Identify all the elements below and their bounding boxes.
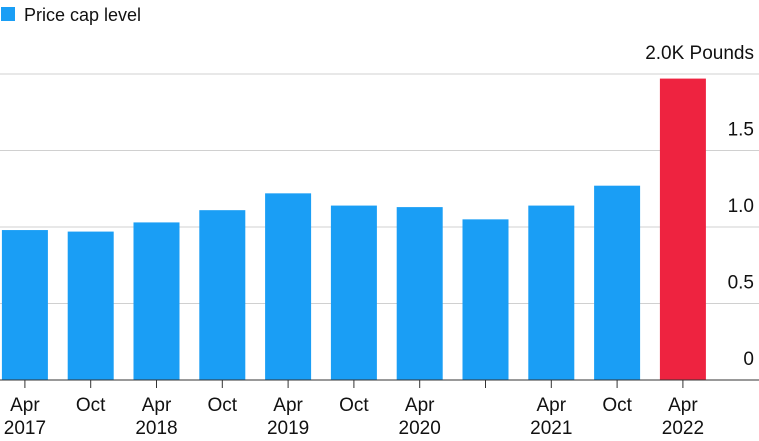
bar bbox=[1, 230, 48, 380]
x-tick-label: Apr 2017 bbox=[3, 395, 47, 439]
bar bbox=[265, 193, 312, 380]
y-tick-label: 1.0 bbox=[728, 196, 754, 217]
x-tick-label: Apr 2019 bbox=[266, 395, 310, 439]
bar bbox=[199, 210, 246, 380]
bar bbox=[594, 185, 641, 380]
x-tick-label: Oct bbox=[75, 395, 106, 416]
y-tick-label: 2.0K Pounds bbox=[645, 43, 754, 64]
legend-label: Price cap level bbox=[24, 5, 141, 25]
x-tick-label: Oct bbox=[602, 395, 632, 416]
y-tick-label: 0.5 bbox=[728, 273, 754, 294]
legend-swatch bbox=[1, 7, 15, 21]
bar bbox=[330, 205, 377, 380]
y-tick-label: 1.5 bbox=[728, 120, 754, 141]
bar bbox=[133, 222, 180, 380]
bar bbox=[528, 205, 575, 380]
bar bbox=[659, 78, 706, 380]
x-tick-label: Oct bbox=[339, 395, 369, 416]
x-tick-label: Apr 2021 bbox=[530, 395, 573, 439]
y-tick-label: 0 bbox=[743, 349, 754, 370]
bar bbox=[462, 219, 509, 380]
x-tick-label: Apr 2018 bbox=[135, 395, 178, 439]
x-tick-label: Apr 2020 bbox=[398, 395, 441, 439]
x-tick-label: Oct bbox=[207, 395, 238, 416]
bar bbox=[396, 207, 443, 380]
x-tick-label: Apr 2022 bbox=[661, 395, 705, 439]
bar bbox=[67, 231, 114, 380]
